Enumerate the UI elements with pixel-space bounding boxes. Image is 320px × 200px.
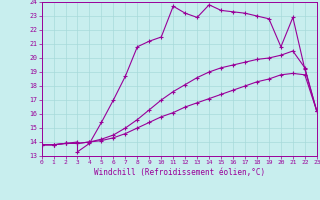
X-axis label: Windchill (Refroidissement éolien,°C): Windchill (Refroidissement éolien,°C) [94,168,265,177]
